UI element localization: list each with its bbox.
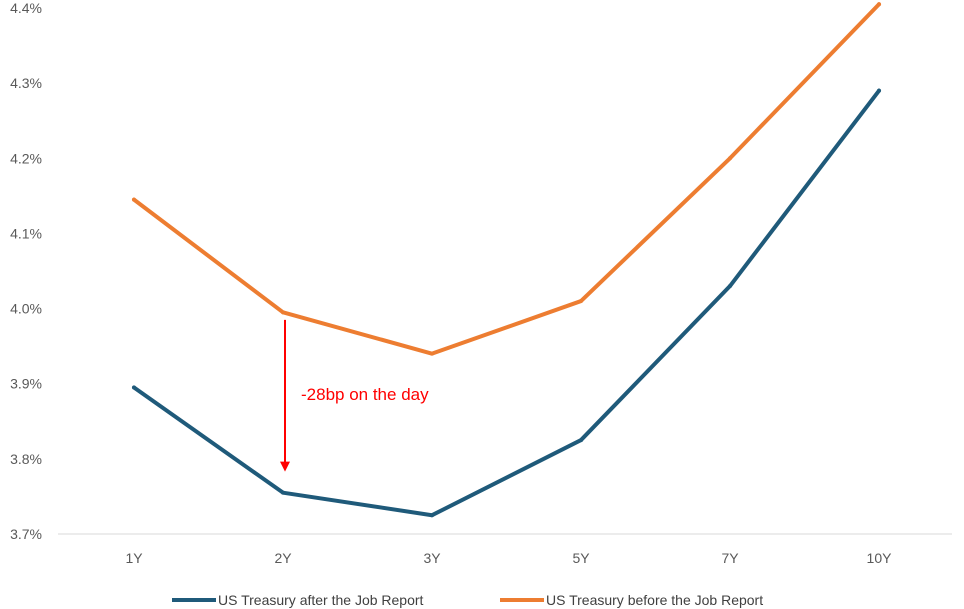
x-tick-label: 1Y [125, 550, 143, 566]
x-tick-label: 10Y [867, 550, 893, 566]
data-point [430, 513, 434, 518]
data-point [877, 2, 881, 7]
y-tick-label: 4.3% [10, 75, 42, 91]
data-point [430, 351, 434, 356]
data-point [132, 385, 136, 390]
y-tick-label: 3.9% [10, 376, 42, 392]
legend-label: US Treasury before the Job Report [546, 592, 763, 608]
y-tick-label: 4.2% [10, 150, 42, 166]
data-point [579, 438, 583, 443]
data-point [728, 156, 732, 161]
x-tick-label: 7Y [721, 550, 739, 566]
series-line-1 [132, 2, 881, 356]
data-point [579, 299, 583, 304]
legend: US Treasury after the Job Report US Treas… [172, 592, 763, 608]
legend-label: US Treasury after the Job Report [218, 592, 424, 608]
x-tick-label: 2Y [274, 550, 292, 566]
y-tick-label: 3.8% [10, 451, 42, 467]
series-line-0 [132, 88, 881, 518]
y-tick-label: 4.1% [10, 225, 42, 241]
y-axis-tick-labels: 3.7% 3.8% 3.9% 4.0% 4.1% 4.2% 4.3% 4.4% [10, 0, 42, 542]
data-point [281, 310, 285, 315]
data-point [132, 197, 136, 202]
data-point [728, 284, 732, 289]
y-tick-label: 4.4% [10, 0, 42, 16]
y-tick-label: 3.7% [10, 526, 42, 542]
x-axis-tick-labels: 1Y 2Y 3Y 5Y 7Y 10Y [125, 550, 892, 566]
series-lines [132, 2, 881, 518]
y-tick-label: 4.0% [10, 301, 42, 317]
data-point [877, 88, 881, 93]
x-tick-label: 3Y [423, 550, 441, 566]
data-point [281, 490, 285, 495]
x-tick-label: 5Y [572, 550, 590, 566]
annotation: -28bp on the day [280, 319, 429, 472]
annotation-text: -28bp on the day [301, 385, 429, 404]
